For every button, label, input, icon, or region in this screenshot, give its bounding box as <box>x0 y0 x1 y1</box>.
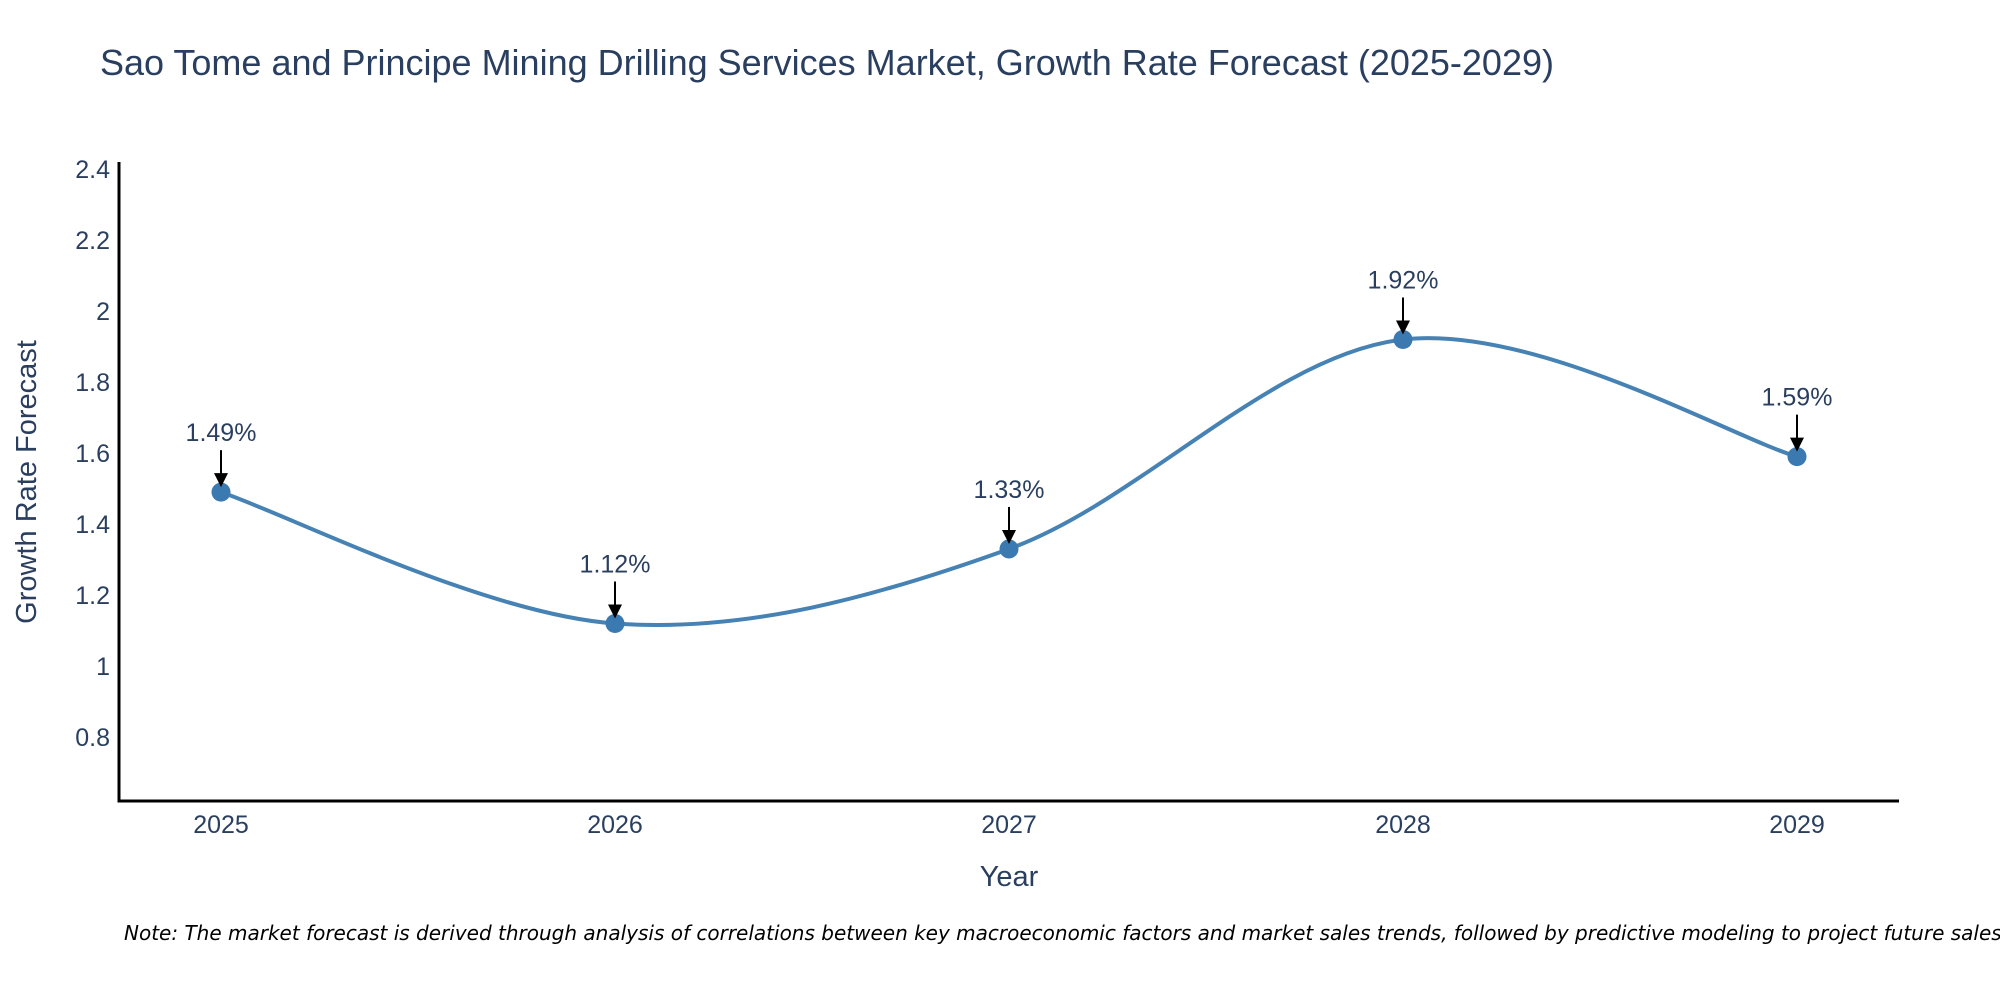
y-tick-label: 1.8 <box>75 369 110 397</box>
y-tick-label: 1.2 <box>75 582 110 610</box>
x-tick-label: 2026 <box>587 811 643 839</box>
y-tick-label: 1 <box>96 653 110 681</box>
annotation-arrowhead <box>1396 320 1410 335</box>
y-tick-label: 1.4 <box>75 511 110 539</box>
plot-area: 0.8 1 1.2 1.4 1.6 1.8 2 2.2 2.4 2025 2026 2027 2028 2… <box>11 156 1899 893</box>
x-tick-label: 2027 <box>981 811 1037 839</box>
annotation-arrowhead <box>1790 437 1804 452</box>
annotation-arrowhead <box>214 473 228 488</box>
y-tick-label: 2.2 <box>75 227 110 255</box>
y-axis-title: Growth Rate Forecast <box>11 340 43 624</box>
data-label: 1.49% <box>186 419 257 447</box>
y-tick-label: 0.8 <box>75 724 110 752</box>
data-point <box>1787 447 1807 467</box>
x-tick-label: 2029 <box>1769 811 1825 839</box>
data-point <box>211 482 231 502</box>
annotation-arrowhead <box>608 604 622 619</box>
x-axis-title: Year <box>980 861 1039 893</box>
data-label: 1.59% <box>1762 384 1833 412</box>
x-tick-label: 2025 <box>193 811 249 839</box>
annotation-arrowhead <box>1002 529 1016 544</box>
data-point <box>1393 330 1413 349</box>
data-point <box>605 614 625 633</box>
y-tick-label: 2.4 <box>75 156 110 184</box>
data-label: 1.92% <box>1368 267 1439 295</box>
data-point <box>999 539 1019 559</box>
x-tick-label: 2028 <box>1375 811 1431 839</box>
data-label: 1.33% <box>974 476 1045 504</box>
y-tick-label: 2 <box>96 298 110 326</box>
data-label: 1.12% <box>580 551 651 579</box>
chart-title: Sao Tome and Principe Mining Drilling Se… <box>100 42 1554 83</box>
y-tick-label: 1.6 <box>75 440 110 468</box>
chart-note: Note: The market forecast is derived thr… <box>124 921 2000 945</box>
